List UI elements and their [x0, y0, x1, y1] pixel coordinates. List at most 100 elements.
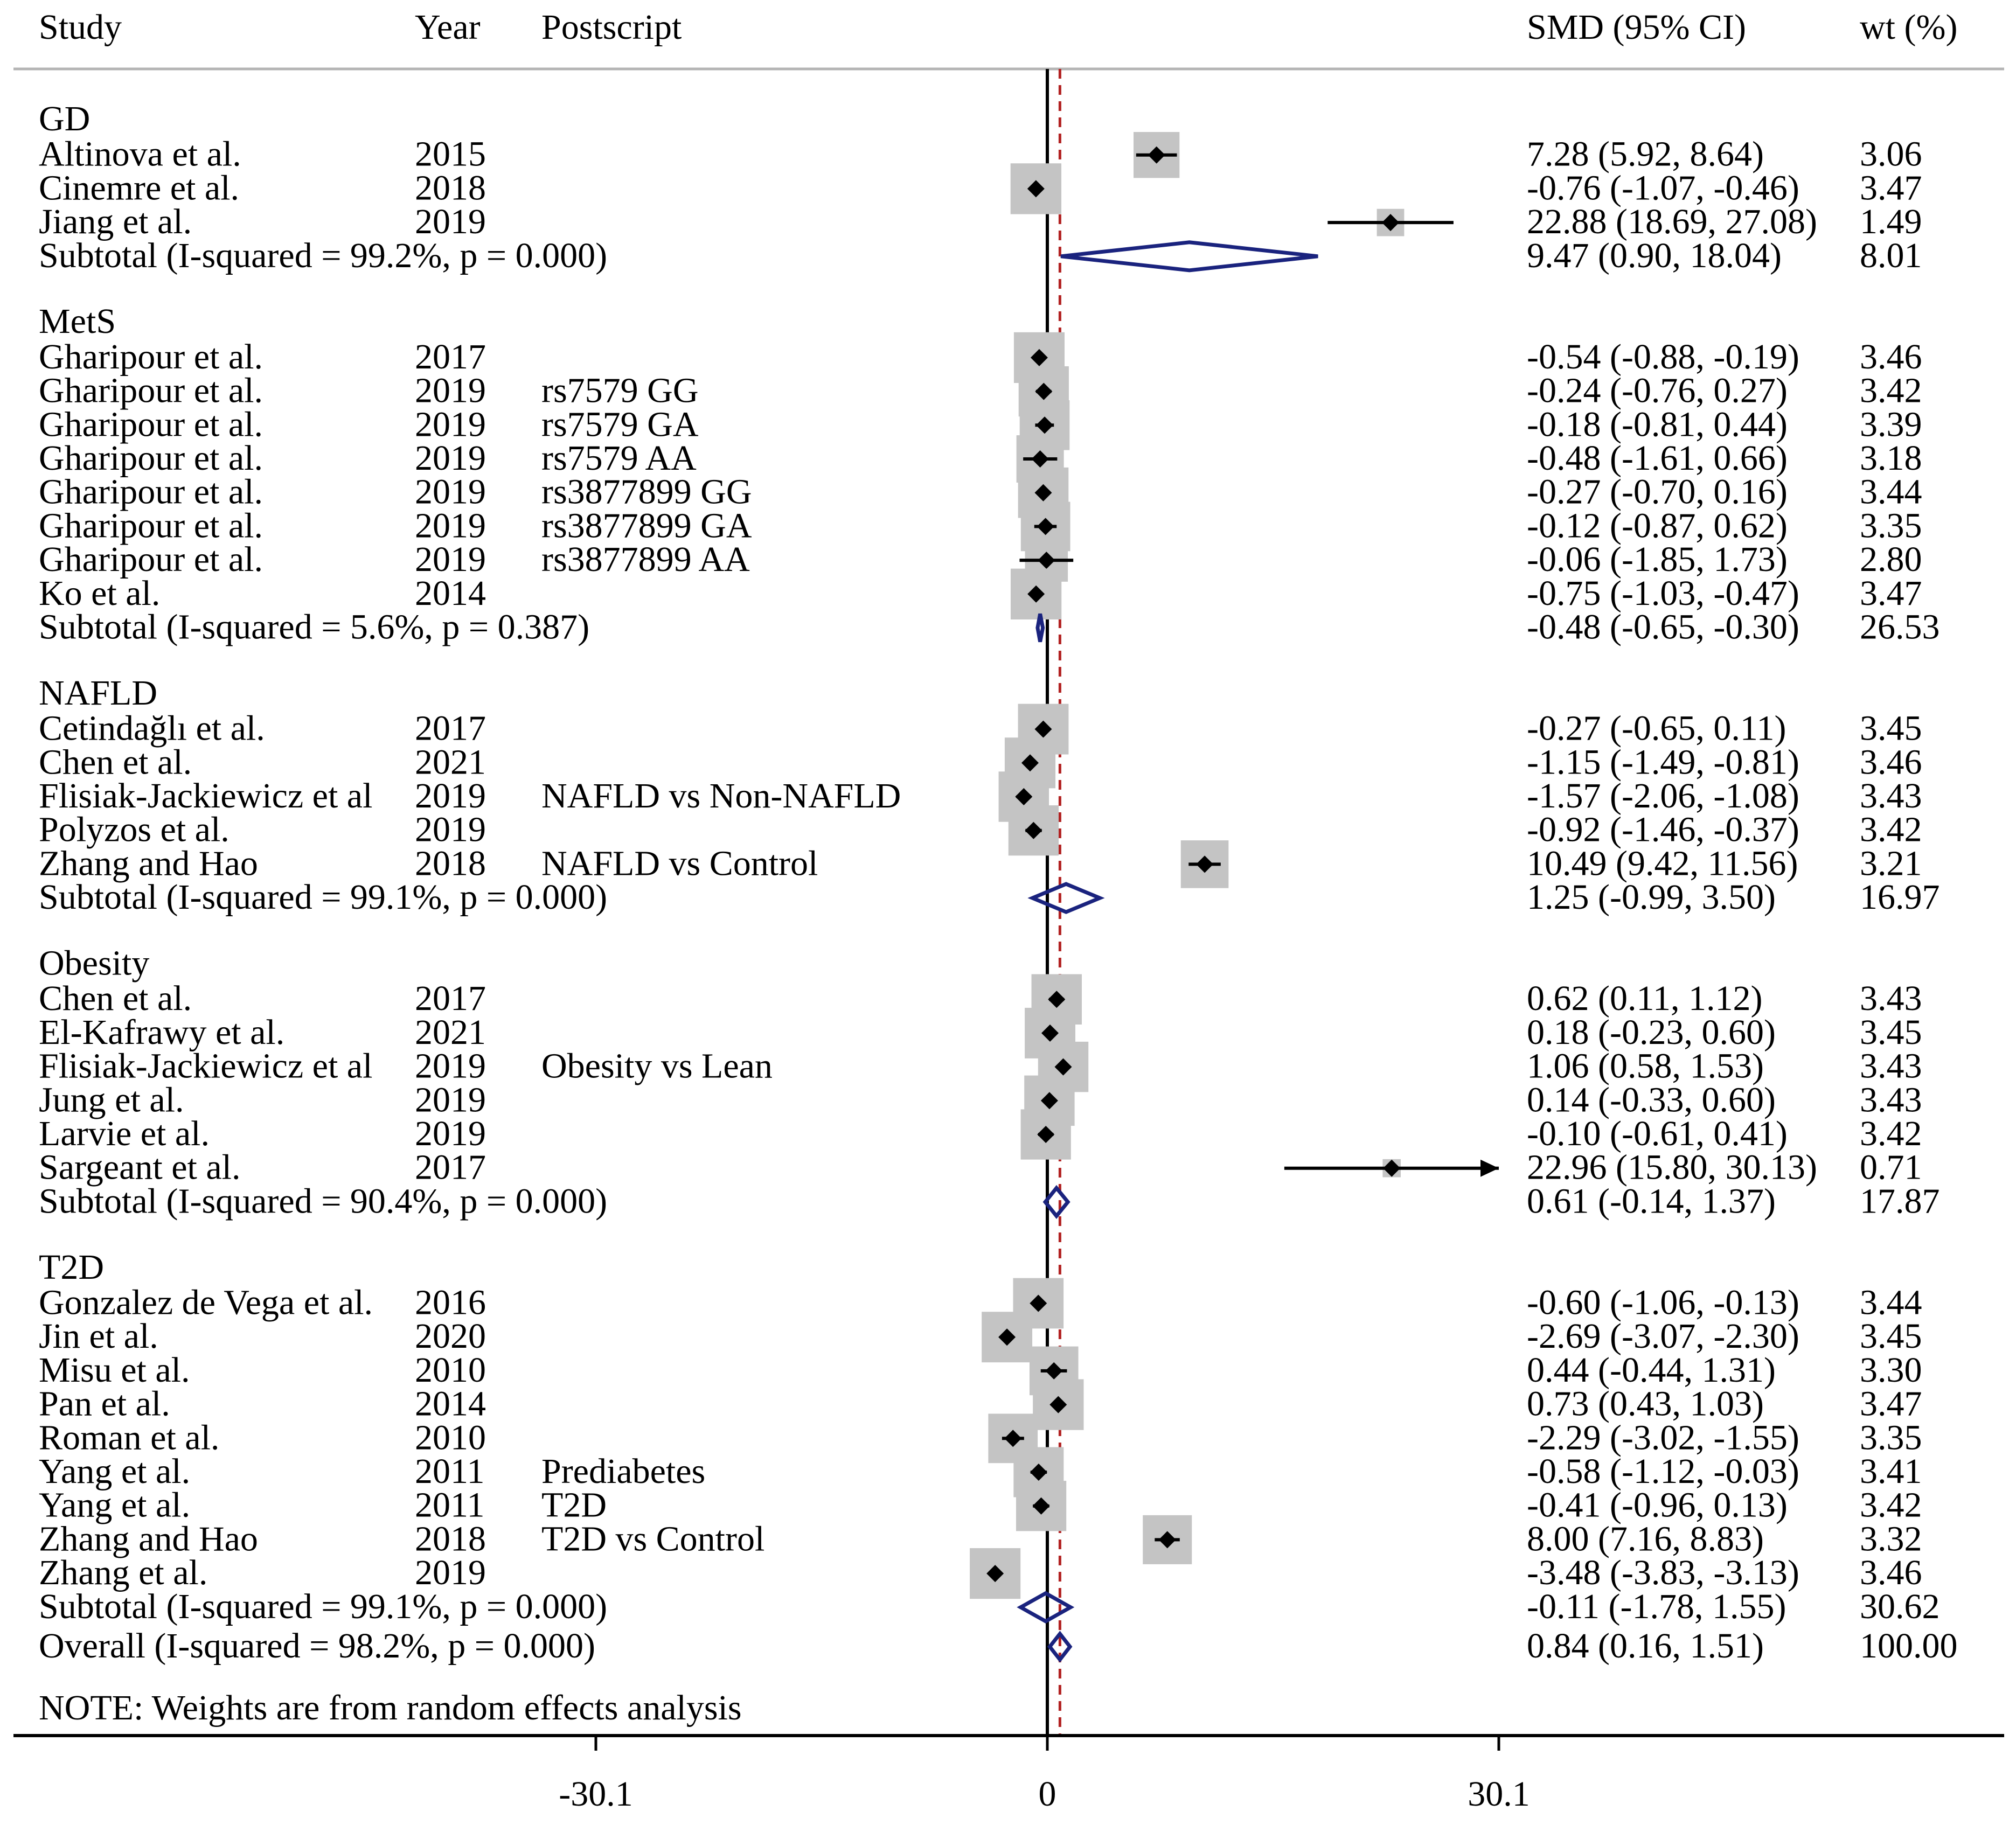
overall-weight: 100.00	[1860, 1626, 1958, 1666]
study-year: 2021	[415, 742, 486, 782]
study-weight: 3.44	[1860, 1283, 1922, 1322]
study-year: 2014	[415, 574, 486, 613]
study-year: 2019	[415, 1553, 486, 1592]
study-name: Larvie et al.	[39, 1114, 210, 1153]
study-weight: 3.45	[1860, 1316, 1922, 1356]
study-weight: 3.18	[1860, 438, 1922, 478]
study-name: Sargeant et al.	[39, 1148, 240, 1187]
study-ci: -1.15 (-1.49, -0.81)	[1527, 742, 1799, 782]
subtotal-diamond	[1042, 1185, 1070, 1219]
study-postscript: Obesity vs Lean	[541, 1047, 773, 1086]
study-postscript: rs3877899 GA	[541, 506, 752, 545]
study-year: 2019	[415, 540, 486, 579]
study-year: 2019	[415, 1047, 486, 1086]
study-name: Chen et al.	[39, 979, 192, 1018]
study-year: 2017	[415, 1148, 486, 1187]
study-weight: 3.42	[1860, 1114, 1922, 1153]
study-weight: 3.42	[1860, 810, 1922, 849]
point-estimate	[1030, 1464, 1047, 1481]
study-name: Flisiak-Jackiewicz et al	[39, 776, 372, 816]
point-estimate	[1037, 518, 1054, 535]
study-year: 2018	[415, 1519, 486, 1558]
header-study: Study	[39, 8, 122, 47]
study-weight: 3.45	[1860, 1013, 1922, 1052]
study-weight: 3.06	[1860, 135, 1922, 174]
point-estimate	[1031, 450, 1049, 468]
study-name: Gharipour et al.	[39, 371, 263, 410]
subtotal-weight: 17.87	[1860, 1181, 1940, 1221]
study-name: Cetindağlı et al.	[39, 709, 265, 748]
study-weight: 3.42	[1860, 1486, 1922, 1525]
study-year: 2010	[415, 1418, 486, 1457]
subtotal-diamond	[1060, 240, 1318, 273]
point-estimate	[1035, 382, 1053, 400]
overall-diamond	[1047, 1631, 1073, 1663]
study-ci: -0.27 (-0.65, 0.11)	[1527, 709, 1786, 748]
study-ci: 22.96 (15.80, 30.13)	[1527, 1148, 1817, 1187]
study-weight: 3.35	[1860, 1418, 1922, 1457]
point-estimate	[1027, 180, 1045, 198]
study-ci: 8.00 (7.16, 8.83)	[1527, 1519, 1764, 1558]
subtotal-diamond	[1027, 882, 1105, 914]
study-weight: 3.42	[1860, 371, 1922, 410]
study-year: 2018	[415, 844, 486, 883]
study-year: 2021	[415, 1013, 486, 1052]
study-name: Jung et al.	[39, 1080, 184, 1119]
study-weight: 3.44	[1860, 472, 1922, 512]
subtotal-ci: -0.11 (-1.78, 1.55)	[1527, 1587, 1786, 1626]
study-postscript: Prediabetes	[541, 1452, 705, 1491]
study-weight: 3.43	[1860, 1047, 1922, 1086]
point-estimate	[986, 1565, 1004, 1583]
point-estimate	[1025, 821, 1042, 839]
study-name: Chen et al.	[39, 742, 192, 782]
subtotal-label: Subtotal (I-squared = 90.4%, p = 0.000)	[39, 1181, 607, 1221]
group-label: Obesity	[39, 944, 149, 983]
study-year: 2011	[415, 1486, 485, 1525]
study-ci: -0.58 (-1.12, -0.03)	[1527, 1452, 1799, 1491]
study-year: 2019	[415, 371, 486, 410]
study-ci: -0.24 (-0.76, 0.27)	[1527, 371, 1788, 410]
study-year: 2014	[415, 1384, 486, 1424]
study-ci: 0.62 (0.11, 1.12)	[1527, 979, 1763, 1018]
point-estimate	[1158, 1531, 1176, 1549]
study-name: El-Kafrawy et al.	[39, 1013, 284, 1052]
study-postscript: NAFLD vs Non-NAFLD	[541, 776, 901, 816]
study-weight: 3.30	[1860, 1350, 1922, 1390]
subtotal-label: Subtotal (I-squared = 99.1%, p = 0.000)	[39, 877, 607, 917]
study-year: 2010	[415, 1350, 486, 1390]
point-estimate	[1035, 416, 1053, 434]
point-estimate	[1030, 1294, 1047, 1312]
study-weight: 3.46	[1860, 1553, 1922, 1592]
subtotal-ci: -0.48 (-0.65, -0.30)	[1527, 608, 1799, 647]
study-postscript: rs7579 GG	[541, 371, 699, 410]
study-name: Ko et al.	[39, 574, 160, 613]
study-ci: 10.49 (9.42, 11.56)	[1527, 844, 1798, 883]
study-weight: 1.49	[1860, 202, 1922, 241]
header-postscript: Postscript	[541, 8, 682, 47]
study-ci: -0.06 (-1.85, 1.73)	[1527, 540, 1788, 579]
point-estimate	[1030, 349, 1048, 366]
study-name: Zhang and Hao	[39, 1519, 258, 1558]
study-year: 2019	[415, 776, 486, 816]
study-weight: 3.47	[1860, 574, 1922, 613]
study-ci: 0.44 (-0.44, 1.31)	[1527, 1350, 1776, 1390]
header-year: Year	[415, 8, 481, 47]
study-postscript: rs3877899 AA	[541, 540, 750, 579]
point-estimate	[1148, 146, 1165, 164]
study-weight: 3.39	[1860, 405, 1922, 444]
study-name: Jiang et al.	[39, 202, 192, 241]
study-name: Gharipour et al.	[39, 438, 263, 478]
study-year: 2019	[415, 202, 486, 241]
study-name: Gharipour et al.	[39, 337, 263, 377]
study-weight: 3.43	[1860, 979, 1922, 1018]
study-weight: 0.71	[1860, 1148, 1922, 1187]
study-ci: -0.48 (-1.61, 0.66)	[1527, 438, 1788, 478]
overall-label: Overall (I-squared = 98.2%, p = 0.000)	[39, 1626, 595, 1666]
subtotal-ci: 1.25 (-0.99, 3.50)	[1527, 877, 1776, 917]
study-year: 2020	[415, 1316, 486, 1356]
study-weight: 3.45	[1860, 709, 1922, 748]
study-ci: -1.57 (-2.06, -1.08)	[1527, 776, 1799, 816]
study-ci: -0.76 (-1.07, -0.46)	[1527, 168, 1799, 207]
study-ci: -0.10 (-0.61, 0.41)	[1527, 1114, 1788, 1153]
